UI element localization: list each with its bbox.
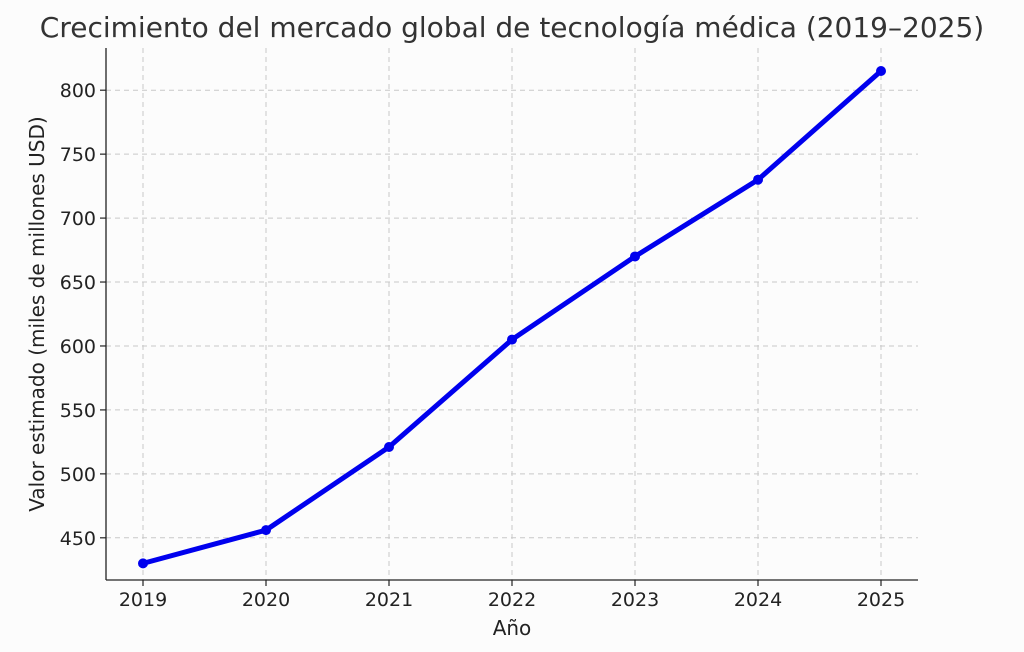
y-tick-label: 600	[60, 336, 96, 358]
y-tick-label: 800	[60, 80, 96, 102]
x-tick-label: 2020	[242, 589, 290, 611]
data-point	[507, 334, 517, 345]
data-point	[384, 442, 394, 452]
y-tick-label: 450	[60, 528, 96, 550]
y-tick-label: 500	[60, 464, 96, 486]
x-tick-label: 2025	[857, 589, 905, 611]
data-point	[753, 174, 763, 185]
ticks: 2019 2020 2021 2022 2023 2024 2025 450 500 550 600…	[60, 80, 905, 611]
grid	[106, 48, 918, 580]
chart-title: Crecimiento del mercado global de tecnol…	[40, 11, 984, 44]
x-tick-label: 2022	[488, 589, 536, 611]
y-tick-label: 700	[60, 208, 96, 230]
x-tick-label: 2019	[119, 589, 167, 611]
series	[138, 66, 886, 569]
y-axis-label: Valor estimado (miles de millones USD)	[25, 116, 49, 511]
y-tick-label: 650	[60, 272, 96, 294]
x-tick-label: 2021	[365, 589, 413, 611]
x-tick-label: 2023	[611, 589, 659, 611]
x-axis-label: Año	[493, 616, 532, 640]
data-point	[261, 525, 271, 536]
x-tick-label: 2024	[734, 589, 782, 611]
data-point	[876, 66, 886, 77]
y-tick-label: 750	[60, 144, 96, 166]
y-tick-label: 550	[60, 400, 96, 422]
data-point	[138, 558, 148, 569]
data-point	[630, 251, 640, 262]
